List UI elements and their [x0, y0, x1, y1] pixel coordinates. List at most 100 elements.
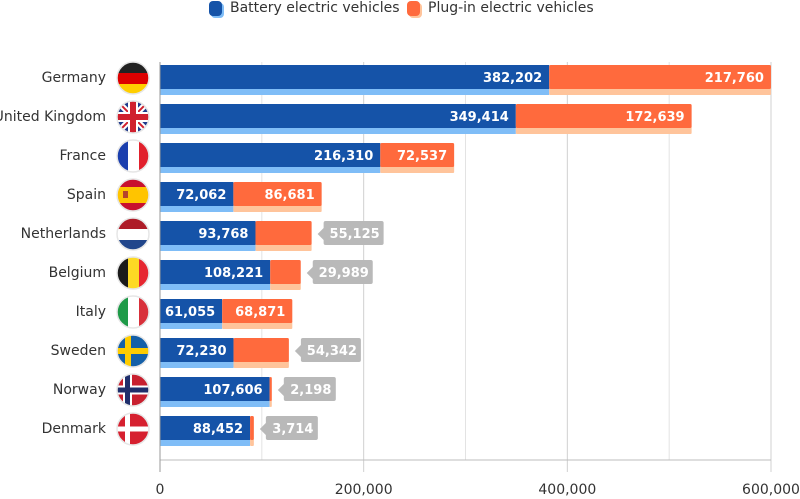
- bar-phev: [515, 104, 692, 128]
- bar-shadow-bev: [160, 399, 270, 407]
- category-label: Denmark: [42, 421, 107, 437]
- bar-shadow-bev: [160, 126, 516, 134]
- bar-bev: [160, 260, 271, 284]
- bar-bev: [160, 65, 550, 89]
- flag-icon-se: [116, 334, 150, 368]
- flag-icon-es: [116, 178, 150, 212]
- x-tick-label: 0: [156, 482, 165, 498]
- category-label: Spain: [67, 187, 106, 203]
- flag-icon-it: [116, 295, 150, 329]
- category-label: Germany: [42, 70, 106, 86]
- bars: 382,202 217,760 349,414 172,639 216,310 72,53…: [160, 65, 771, 446]
- bar-bev: [160, 416, 251, 440]
- bar-row: 72,230 54,342: [160, 338, 361, 368]
- category-label: Belgium: [49, 265, 106, 281]
- bar-row: 93,768 55,125: [160, 221, 384, 251]
- data-label-bev: 349,414: [450, 110, 509, 125]
- data-label-bev: 88,452: [193, 422, 243, 437]
- bar-row: 72,062 86,681: [160, 182, 322, 212]
- bar-bev: [160, 143, 381, 167]
- bar-row: 61,055 68,871: [160, 299, 293, 329]
- bar-phev: [250, 416, 254, 440]
- data-label-phev: 2,198: [290, 383, 331, 398]
- bar-phev: [233, 182, 322, 206]
- flag-icon-de: [116, 61, 150, 95]
- bar-shadow-bev: [160, 165, 381, 173]
- data-label-phev: 72,537: [397, 149, 447, 164]
- bar-shadow-bev: [160, 321, 223, 329]
- category-label: United Kingdom: [0, 109, 106, 125]
- data-label-bev: 72,230: [176, 344, 226, 359]
- bar-bev: [160, 182, 234, 206]
- category-label: Italy: [76, 304, 106, 320]
- bar-shadow-bev: [160, 87, 550, 95]
- bar-phev: [233, 338, 289, 362]
- data-label-bev: 107,606: [203, 383, 262, 398]
- bar-row: 382,202 217,760: [160, 65, 771, 95]
- flag-icon-nl: [116, 217, 150, 251]
- bar-row: 349,414 172,639: [160, 104, 692, 134]
- data-label-callout: [259, 416, 318, 440]
- bar-bev: [160, 377, 270, 401]
- bar-row: 216,310 72,537: [160, 143, 455, 173]
- bar-shadow-bev: [160, 243, 256, 251]
- data-label-callout: [277, 377, 336, 401]
- category-label: Norway: [53, 382, 106, 398]
- data-label-bev: 216,310: [314, 149, 373, 164]
- data-label-bev: 382,202: [483, 71, 542, 86]
- bar-bev: [160, 299, 223, 323]
- flag-icon-gb: [116, 100, 150, 134]
- legend-swatch-bev: [209, 0, 222, 16]
- bar-bev: [160, 338, 234, 362]
- data-label-phev: 86,681: [264, 188, 314, 203]
- bar-phev: [269, 377, 272, 401]
- data-label-callout: [294, 338, 361, 362]
- data-label-phev: 55,125: [330, 227, 380, 242]
- bar-shadow-bev: [160, 282, 271, 290]
- flag-icon-fr: [116, 139, 150, 173]
- legend-label-phev: Plug-in electric vehicles: [428, 0, 594, 16]
- bar-phev: [222, 299, 293, 323]
- x-tick-label: 400,000: [538, 482, 596, 498]
- x-axis: 0 200,000 400,000 600,000: [156, 62, 800, 498]
- flag-icon-be: [116, 256, 150, 290]
- bar-shadow-bev: [160, 204, 234, 212]
- data-label-bev: 108,221: [204, 266, 263, 281]
- category-label: Netherlands: [21, 226, 106, 242]
- data-label-phev: 68,871: [235, 305, 285, 320]
- flag-icon-dk: [116, 412, 150, 446]
- legend-item-phev[interactable]: Plug-in electric vehicles: [407, 0, 594, 16]
- legend-label-bev: Battery electric vehicles: [230, 0, 400, 16]
- legend-swatch-phev: [407, 0, 420, 16]
- x-tick-label: 200,000: [335, 482, 393, 498]
- bar-shadow-phev: [269, 399, 272, 407]
- bar-phev: [255, 221, 312, 245]
- data-label-phev: 217,760: [705, 71, 764, 86]
- bar-bev: [160, 221, 256, 245]
- data-label-bev: 61,055: [165, 305, 215, 320]
- data-label-callout: [317, 221, 384, 245]
- data-label-bev: 93,768: [198, 227, 248, 242]
- bar-row: 88,452 3,714: [160, 416, 318, 446]
- category-label: Sweden: [51, 343, 106, 359]
- data-label-bev: 72,062: [176, 188, 226, 203]
- y-axis-categories: Germany United Kingdom France Spain Netherla…: [0, 61, 150, 446]
- bar-phev: [549, 65, 771, 89]
- flag-icon-no: [116, 373, 150, 407]
- data-label-phev: 54,342: [307, 344, 357, 359]
- bar-row: 108,221 29,989: [160, 260, 373, 290]
- data-label-phev: 3,714: [272, 422, 313, 437]
- legend: Battery electric vehicles Plug-in electr…: [0, 0, 800, 20]
- legend-item-bev[interactable]: Battery electric vehicles: [209, 0, 400, 16]
- category-label: France: [59, 148, 106, 164]
- x-tick-label: 600,000: [742, 482, 800, 498]
- bar-phev: [270, 260, 301, 284]
- bar-shadow-bev: [160, 360, 234, 368]
- bar-bev: [160, 104, 516, 128]
- bar-row: 107,606 2,198: [160, 377, 336, 407]
- data-label-callout: [306, 260, 373, 284]
- bar-shadow-bev: [160, 438, 251, 446]
- bar-shadow-phev: [250, 438, 254, 446]
- data-label-phev: 29,989: [319, 266, 369, 281]
